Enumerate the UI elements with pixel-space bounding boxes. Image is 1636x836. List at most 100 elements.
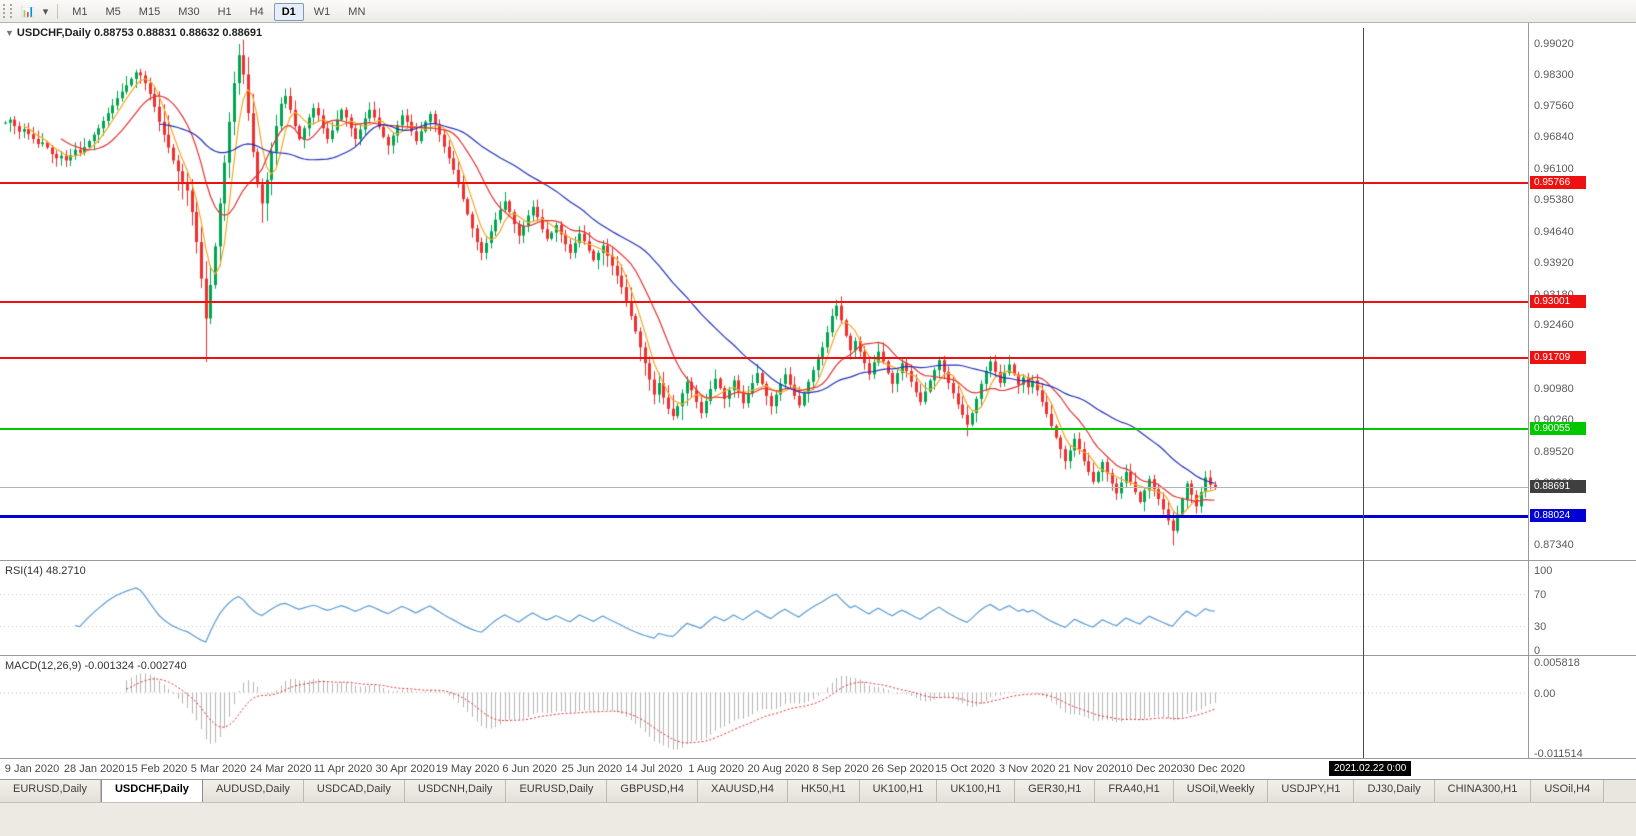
price-level-badge: 0.90055	[1530, 421, 1586, 435]
timeframe-button-D1[interactable]: D1	[273, 2, 304, 21]
chart-tab-ger30-h1[interactable]: GER30,H1	[1015, 780, 1096, 802]
macd-scale-label: 0.005818	[1534, 657, 1580, 669]
date-axis[interactable]: 2021.02.22 0:00 9 Jan 2020 28 Jan 2020 15 …	[0, 758, 1636, 779]
chart-tab-hk50-h1[interactable]: HK50,H1	[787, 780, 860, 802]
timeframe-button-H4[interactable]: H4	[249, 5, 264, 18]
date-axis-label: 28 Jan 2020	[63, 763, 125, 775]
chart-tab-usdcnh-daily[interactable]: USDCNH,Daily	[404, 780, 507, 802]
rsi-scale-separator	[1528, 561, 1529, 655]
timeframe-toolbar: 📊 ▾ M1 M5 M15 M30 H1 H4 D1 W1 MN	[0, 0, 1636, 23]
date-axis-label: 26 Sep 2020	[871, 763, 934, 775]
date-axis-label: 30 Dec 2020	[1182, 763, 1245, 775]
price-scale-label: 0.96100	[1534, 163, 1574, 176]
chart-title-text: USDCHF,Daily 0.88753 0.88831 0.88632 0.8…	[16, 27, 263, 39]
chart-tab-audusd-daily[interactable]: AUDUSD,Daily	[202, 780, 304, 802]
candlestick-chart-canvas[interactable]	[0, 23, 1528, 560]
macd-scale-label: 0.00	[1534, 687, 1556, 700]
timeframe-button-M30[interactable]: M30	[178, 5, 200, 18]
rsi-indicator-panel: RSI(14) 48.2710 100 70 30 0	[0, 560, 1636, 657]
timeframe-button-W1[interactable]: W1	[313, 5, 331, 18]
macd-scale-label: -0.011514	[1534, 748, 1583, 760]
price-scale-label: 0.96840	[1534, 131, 1574, 144]
time-marker-label: 2021.02.22 0:00	[1329, 761, 1412, 776]
date-axis-label: 15 Feb 2020	[125, 763, 188, 775]
chart-tab-usoil-weekly[interactable]: USOil,Weekly	[1173, 780, 1269, 802]
timeframe-button-MN[interactable]: MN	[348, 5, 366, 18]
chart-tab-usdjpy-h1[interactable]: USDJPY,H1	[1268, 780, 1355, 802]
date-axis-label: 3 Nov 2020	[999, 763, 1056, 775]
date-axis-label: 25 Jun 2020	[561, 763, 623, 775]
price-scale-label: 0.89520	[1534, 445, 1574, 458]
timeframe-button-M1[interactable]: M1	[72, 5, 88, 18]
rsi-scale-label: 100	[1534, 565, 1553, 577]
price-scale-label: 0.87340	[1534, 539, 1574, 552]
timeframe-button-M5[interactable]: M5	[105, 5, 121, 18]
price-scale-label: 0.97560	[1534, 100, 1574, 113]
date-axis-label: 20 Aug 2020	[747, 763, 810, 775]
chart-tab-fra40-h1[interactable]: FRA40,H1	[1095, 780, 1174, 802]
date-axis-label: 30 Apr 2020	[375, 763, 435, 775]
price-scale-label: 0.94640	[1534, 225, 1574, 238]
vertical-time-marker-line[interactable]	[1363, 28, 1364, 758]
chart-tab-dj30-daily[interactable]: DJ30,Daily	[1354, 780, 1435, 802]
chart-tab-eurusd-daily[interactable]: EURUSD,Daily	[506, 780, 608, 802]
price-level-badge: 0.88024	[1530, 509, 1586, 522]
price-scale-label: 0.95380	[1534, 193, 1574, 206]
date-axis-label: 9 Jan 2020	[4, 763, 60, 775]
date-axis-label: 15 Oct 2020	[935, 763, 995, 775]
price-scale-label: 0.90980	[1534, 383, 1574, 396]
chart-tab-usdcad-daily[interactable]: USDCAD,Daily	[303, 780, 405, 802]
dropdown-caret-icon[interactable]: ▾	[42, 5, 49, 18]
date-axis-label: 6 Jun 2020	[502, 763, 557, 775]
date-axis-label: 24 Mar 2020	[249, 763, 312, 775]
chart-type-icon[interactable]: 📊	[21, 5, 35, 18]
current-price-badge: 0.88691	[1530, 480, 1586, 494]
status-bar-area	[0, 802, 1636, 836]
toolbar-separator	[57, 3, 59, 19]
date-axis-label: 14 Jul 2020	[625, 763, 683, 775]
timeframe-button-H1[interactable]: H1	[217, 5, 232, 18]
price-scale-label: 0.93920	[1534, 256, 1574, 269]
rsi-chart-canvas[interactable]	[0, 561, 1528, 655]
chart-collapse-icon[interactable]: ▼	[5, 28, 14, 38]
chart-tab-uk100-h1[interactable]: UK100,H1	[859, 780, 938, 802]
date-axis-label: 1 Aug 2020	[688, 763, 745, 775]
price-level-badge: 0.93001	[1530, 295, 1586, 309]
date-axis-label: 11 Apr 2020	[313, 763, 373, 775]
chart-tab-uk100-h1[interactable]: UK100,H1	[937, 780, 1016, 802]
timeframe-buttons-group: M1 M5 M15 M30 H1 H4 D1 W1 MN	[63, 2, 374, 21]
rsi-scale-label: 0	[1534, 645, 1541, 657]
horizontal-level-line[interactable]	[0, 182, 1528, 185]
horizontal-level-line[interactable]	[0, 301, 1528, 304]
macd-scale-separator	[1528, 656, 1529, 758]
horizontal-level-line[interactable]	[0, 356, 1528, 359]
chart-tab-usdchf-daily[interactable]: USDCHF,Daily	[100, 780, 203, 802]
price-level-badge: 0.91709	[1530, 350, 1586, 364]
date-axis-label: 8 Sep 2020	[812, 763, 869, 775]
current-price-line	[0, 487, 1528, 489]
chart-tab-gbpusd-h4[interactable]: GBPUSD,H4	[607, 780, 698, 802]
rsi-scale-label: 70	[1534, 589, 1547, 601]
price-scale-label: 0.98300	[1534, 68, 1574, 81]
date-axis-label: 10 Dec 2020	[1120, 763, 1183, 775]
date-axis-label: 5 Mar 2020	[190, 763, 247, 775]
chart-tab-china300-h1[interactable]: CHINA300,H1	[1434, 780, 1532, 802]
timeframe-button-M15[interactable]: M15	[138, 5, 161, 18]
chart-tab-xauusd-h4[interactable]: XAUUSD,H4	[697, 780, 788, 802]
chart-title: ▼ USDCHF,Daily 0.88753 0.88831 0.88632 0.…	[5, 27, 262, 39]
macd-chart-canvas[interactable]	[0, 656, 1528, 758]
rsi-scale-label: 30	[1534, 621, 1547, 633]
price-scale-label: 0.99020	[1534, 37, 1574, 50]
chart-tab-eurusd-daily[interactable]: EURUSD,Daily	[0, 780, 101, 802]
horizontal-level-line[interactable]	[0, 427, 1528, 430]
price-scale-label: 0.92460	[1534, 319, 1574, 332]
price-scale-separator	[1528, 23, 1529, 560]
macd-label: MACD(12,26,9) -0.001324 -0.002740	[5, 660, 187, 672]
date-axis-label: 21 Nov 2020	[1058, 763, 1121, 775]
rsi-label: RSI(14) 48.2710	[5, 565, 86, 577]
chart-tab-usoil-h4[interactable]: USOil,H4	[1531, 780, 1605, 802]
horizontal-level-line[interactable]	[0, 514, 1528, 518]
price-level-badge: 0.95766	[1530, 176, 1586, 190]
toolbar-drag-handle[interactable]	[3, 4, 12, 18]
